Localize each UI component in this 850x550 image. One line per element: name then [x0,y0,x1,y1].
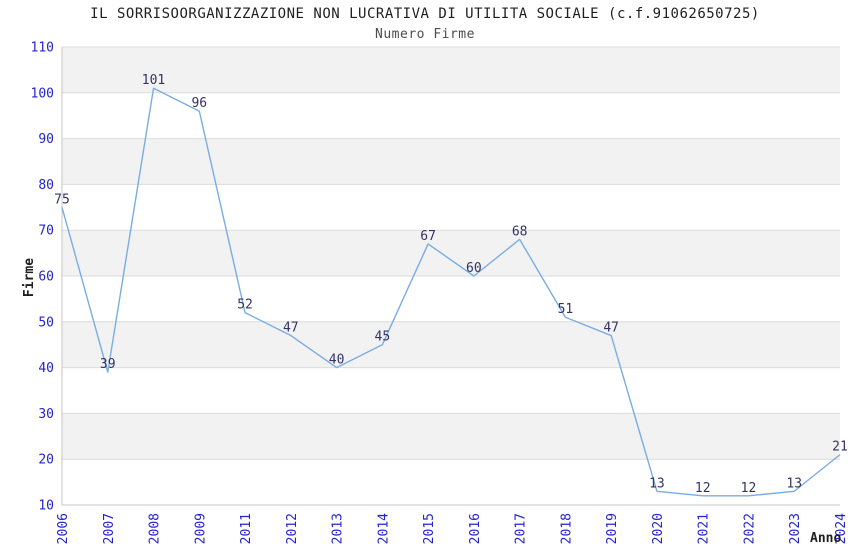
data-point-label: 47 [283,321,299,336]
y-tick-label: 110 [31,41,54,56]
data-point-label: 101 [142,73,165,88]
x-tick-label: 2009 [193,513,208,544]
x-tick-label: 2023 [788,513,803,544]
x-axis-title: Anno [810,531,842,546]
data-point-label: 13 [649,476,665,491]
y-tick-label: 60 [38,270,54,285]
grid-band [62,276,840,322]
x-tick-label: 2012 [285,513,300,544]
x-tick-label: 2016 [468,513,483,544]
data-point-label: 75 [54,192,70,207]
data-point-label: 12 [695,481,711,496]
x-tick-label: 2024 [834,513,849,544]
data-point-label: 45 [375,330,391,345]
x-tick-label: 2022 [742,513,757,544]
x-tick-label: 2006 [56,513,71,544]
x-tick-label: 2013 [331,513,346,544]
grid-band [62,413,840,460]
data-point-label: 60 [466,261,482,276]
grid-band [62,321,840,368]
data-point-label: 68 [512,224,528,239]
y-tick-label: 100 [31,86,54,101]
y-tick-label: 10 [38,499,54,514]
y-axis-title: Firme [22,257,38,298]
x-tick-label: 2007 [102,513,117,544]
x-tick-label: 2014 [376,513,391,544]
grid-band [62,184,840,231]
data-point-label: 47 [603,321,619,336]
data-point-label: 39 [100,357,116,372]
x-tick-label: 2019 [605,513,620,544]
y-tick-label: 70 [38,224,54,239]
x-tick-label: 2008 [148,513,163,544]
grid-band [62,459,840,505]
chart-subtitle: Numero Firme [375,27,475,42]
data-point-label: 67 [420,229,436,244]
data-point-label: 13 [786,476,802,491]
x-tick-label: 2020 [651,513,666,544]
chart-title: IL SORRISOORGANIZZAZIONE NON LUCRATIVA D… [90,6,760,22]
y-tick-label: 80 [38,178,54,193]
y-tick-label: 20 [38,453,54,468]
grid-band [62,230,840,276]
data-point-label: 12 [741,481,757,496]
data-point-label: 96 [191,96,207,111]
y-tick-label: 30 [38,407,54,422]
data-point-label: 52 [237,298,253,313]
x-tick-label: 2015 [422,513,437,544]
grid-band [62,92,840,139]
y-tick-label: 40 [38,361,54,376]
data-series-line [61,87,841,497]
x-tick-label: 2011 [239,513,254,544]
data-point-label: 51 [558,302,574,317]
data-point-label: 40 [329,353,345,368]
data-point-label: 21 [832,440,848,455]
x-tick-label: 2021 [697,513,712,544]
grid-band [62,47,840,93]
y-tick-label: 50 [38,315,54,330]
x-tick-label: 2018 [559,513,574,544]
grid-band [62,138,840,185]
grid-band [62,367,840,414]
x-tick-label: 2017 [514,513,529,544]
y-tick-label: 90 [38,132,54,147]
